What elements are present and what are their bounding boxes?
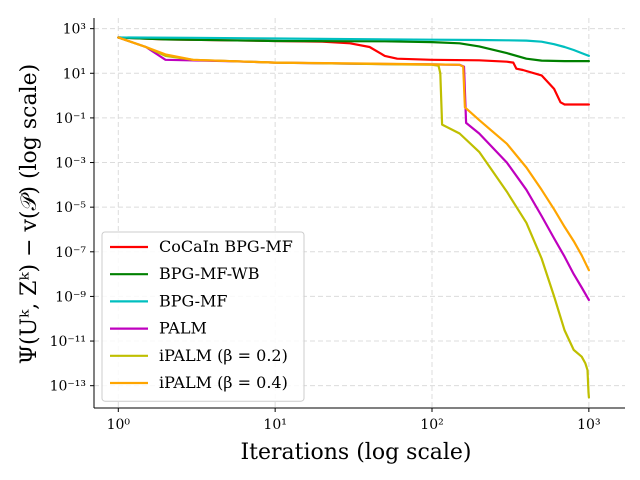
y-tick-label: 10⁻³	[55, 156, 86, 172]
y-tick-label: 10⁻⁷	[55, 245, 86, 261]
series-lines	[117, 36, 590, 399]
series-line-0	[117, 36, 590, 106]
x-tick-label: 10²	[420, 417, 443, 433]
y-axis-label: Ψ(Uᵏ, Zᵏ) − v(𝒫) (log scale)	[17, 64, 42, 365]
y-tick-label: 10⁻¹¹	[50, 334, 86, 350]
legend-label: iPALM (β = 0.2)	[159, 346, 288, 365]
x-axis-label: Iterations (log scale)	[240, 440, 471, 465]
y-tick-label: 10⁻⁵	[55, 200, 86, 216]
y-tick-label: 10³	[63, 22, 86, 38]
series-line-2	[117, 36, 590, 57]
axes	[93, 18, 625, 409]
y-tick-label: 10¹	[63, 66, 86, 82]
x-tick-label: 10³	[577, 417, 600, 433]
ticks: 10⁰ 10¹ 10² 10³ 10³ 10¹ 10⁻¹ 10⁻³ 10⁻⁵ 10⁻⁷ 10⁻⁹ 10…	[50, 22, 601, 433]
x-tick-label: 10⁰	[107, 417, 131, 433]
legend-label: iPALM (β = 0.4)	[159, 373, 288, 392]
legend: CoCaIn BPG-MF BPG-MF-WB BPG-MF PALM iPALM (β…	[101, 231, 305, 402]
series-line-5	[117, 36, 590, 272]
series-line-1	[117, 36, 590, 63]
y-tick-label: 10⁻¹	[55, 111, 86, 127]
legend-label: BPG-MF	[159, 291, 228, 310]
x-tick-label: 10¹	[263, 417, 286, 433]
y-tick-label: 10⁻⁹	[55, 289, 86, 305]
legend-label: BPG-MF-WB	[159, 264, 260, 283]
legend-box	[101, 231, 305, 402]
y-tick-label: 10⁻¹³	[50, 379, 86, 395]
legend-label: CoCaIn BPG-MF	[159, 237, 293, 256]
legend-label: PALM	[159, 319, 207, 338]
